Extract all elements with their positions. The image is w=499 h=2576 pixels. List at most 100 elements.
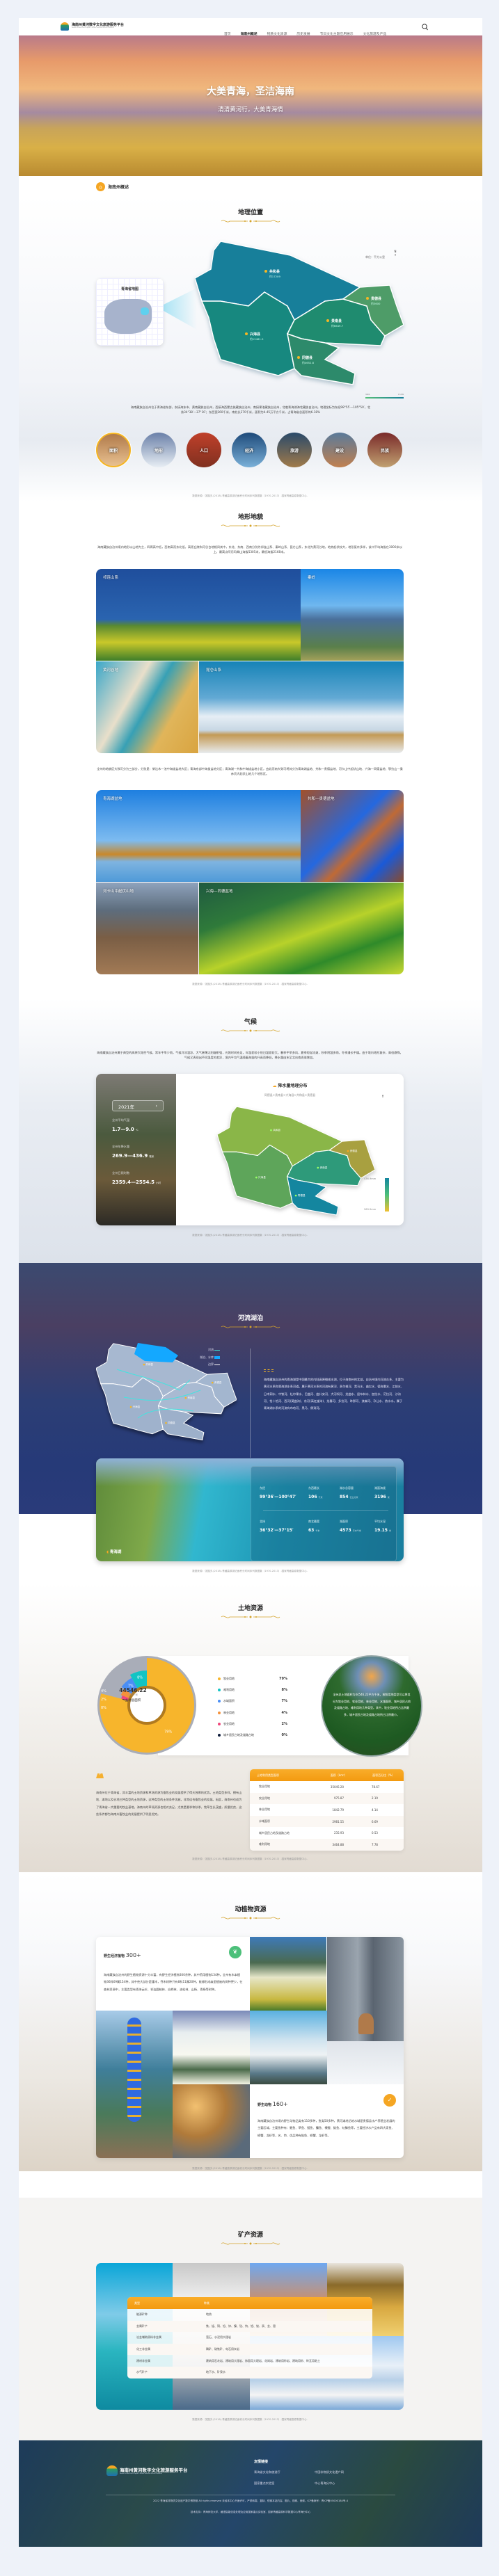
- topic-thumb[interactable]: 旅游: [277, 433, 312, 467]
- donut-label: 79%: [164, 1730, 172, 1734]
- plants-text: 海南藏族自治州的野生植物资源十分丰富，有野生经济植物300余种，其中药用植物13…: [104, 1973, 243, 1991]
- photo-sandpiper[interactable]: [173, 2084, 250, 2158]
- table-cell: 水气矿产: [136, 2370, 148, 2374]
- photo-qilian[interactable]: 祁连山系: [96, 569, 301, 661]
- photo-snow-lotus[interactable]: [173, 2011, 250, 2084]
- topic-thumb[interactable]: 建设: [322, 433, 357, 467]
- nav-festival[interactable]: 节日文化主题应用展示: [319, 33, 354, 36]
- table-row: 金属矿产 铁、锰、铜、铅、锌、镍、钴、钨、钼、铋、汞、金、银: [127, 2320, 372, 2333]
- county-label: ● 兴海县: [255, 1176, 266, 1180]
- nav-history[interactable]: 历史发展: [296, 33, 310, 36]
- photo-xinghai-tongde-basin[interactable]: 兴海—同德盆地: [199, 883, 404, 974]
- topic-thumb[interactable]: 民族: [367, 433, 402, 467]
- legend-pct: 79%: [279, 1677, 287, 1682]
- hainan-area-map: [195, 239, 404, 388]
- legend-pct: 0%: [281, 1733, 288, 1738]
- donut-slice[interactable]: [100, 1658, 194, 1753]
- stat-number: 1.7—9.0: [112, 1127, 134, 1132]
- lake-stat-label: 南北最宽: [308, 1520, 319, 1523]
- ornament-divider: [220, 218, 281, 224]
- legend-item: 水域面积 7%: [218, 1696, 287, 1707]
- county-label: ● 贵德县: [211, 1381, 222, 1385]
- photo-vicuna[interactable]: [327, 1937, 404, 2084]
- topic-thumb[interactable]: 地形: [141, 433, 176, 467]
- stat-unit: 千米: [315, 1529, 320, 1532]
- table-row: 能源矿种 地热: [127, 2309, 372, 2321]
- donut-slice[interactable]: [129, 1671, 147, 1691]
- copyright: 2022 青海省非物质文化遗产数字博物馆 All rights reserved…: [152, 2499, 348, 2502]
- topic-thumb[interactable]: 人口: [187, 433, 221, 467]
- county-name[interactable]: 共和县: [269, 270, 280, 274]
- link-ich-network[interactable]: 中国非物质文化遗产网: [315, 2470, 344, 2474]
- link-key-lab[interactable]: 国家重点实验室: [254, 2481, 275, 2485]
- nav-tourism[interactable]: 文化旅游及产品: [363, 33, 387, 36]
- photo-gonghe-guide-basin[interactable]: 共和—贵德盆地: [301, 790, 404, 882]
- legend-dot: [218, 1689, 221, 1692]
- photo-yellow-river-valley[interactable]: 黄河谷地: [96, 661, 198, 753]
- nav-home[interactable]: 首页: [224, 33, 231, 36]
- photo-kunlun[interactable]: 昆仑山系: [199, 661, 404, 753]
- county-area: 约3600: [371, 302, 381, 305]
- land-icon: [96, 1773, 104, 1778]
- qinghai-lake-shape: [134, 1343, 178, 1362]
- search-icon[interactable]: [422, 24, 428, 31]
- topic-thumb[interactable]: 面积: [96, 433, 131, 467]
- nav-overview[interactable]: 海南州概述: [240, 33, 258, 36]
- county-area: 约4652.8: [302, 361, 315, 364]
- table-row: 林业用地 1842.79 4.14: [250, 1804, 404, 1816]
- year-selector[interactable]: 2021年 ›: [112, 1100, 164, 1111]
- stat-unit: 千米: [318, 1496, 323, 1499]
- vertical-divider: [250, 1349, 251, 1458]
- geo-title: 地理位置: [237, 209, 263, 216]
- climate-stat-value: 1.7—9.0 ℃: [112, 1127, 138, 1132]
- link-qinghai-branch[interactable]: 中心青海分中心: [315, 2481, 335, 2485]
- table-cell: 975.87: [334, 1796, 344, 1801]
- th-kind: 种类: [197, 2297, 372, 2309]
- photo-blue-flower[interactable]: [96, 2011, 173, 2158]
- county-name[interactable]: 贵德县: [371, 297, 382, 301]
- plant-icon: ❦: [229, 1946, 241, 1958]
- legend-dot: [218, 1677, 221, 1681]
- table-cell: 7.78: [372, 1842, 378, 1846]
- stat-number: 63: [308, 1528, 315, 1533]
- photo-label: 兴海—同德盆地: [206, 889, 233, 894]
- legend-item: 林业用地 4%: [218, 1707, 287, 1718]
- table-cell: 水域面积: [259, 1819, 270, 1824]
- table-cell: 地下水、矿泉水: [206, 2370, 225, 2374]
- rainfall-map: [217, 1104, 375, 1218]
- logo-icon[interactable]: [61, 22, 69, 31]
- land-paragraph: 海南州位于青海省，其丰富的土地资源和草场资源为畜牧业的发展提供了得天独厚的优势。…: [96, 1791, 242, 1816]
- data-source: 数据来源：张国庆.(2018).青藏高原湖泊面积长时间序列数据集（1970-20…: [192, 2418, 308, 2421]
- photo-edelweiss[interactable]: [250, 1937, 326, 2011]
- lake-stat-label: 北纬: [260, 1520, 265, 1523]
- nav-material-culture[interactable]: 物质文化资源: [267, 33, 287, 36]
- photo-qinghai-lake-basin[interactable]: 青海湖盆地: [96, 790, 301, 882]
- photo-label: 黄河谷地: [103, 668, 119, 673]
- county-name[interactable]: 同德县: [302, 356, 313, 360]
- ornament-divider: [220, 1028, 281, 1033]
- inset-title: 青海省地图: [120, 287, 138, 291]
- footer-title: 海南州黄河数字文化旅游服务平台: [120, 2468, 188, 2473]
- county-name[interactable]: 兴海县: [250, 332, 261, 337]
- table-cell: 4.14: [372, 1808, 378, 1812]
- photo-qinling[interactable]: 秦岭: [301, 569, 404, 661]
- logo-title[interactable]: 海南州黄河数字文化旅游服务平台: [72, 23, 125, 27]
- unit-label: 单位：平方公里: [365, 255, 385, 259]
- table-cell: 235.93: [334, 1831, 344, 1835]
- stats-divider: [263, 1510, 388, 1511]
- link-culture-dept[interactable]: 青海省文化和旅游厅: [254, 2470, 280, 2474]
- legend-name: 农业用地: [223, 1721, 235, 1725]
- legend-name: 林业用地: [223, 1710, 235, 1714]
- topic-thumb[interactable]: 经济: [232, 433, 267, 467]
- climate-paragraph: 海南藏族自治州属于典型的高原大陆性气候，常年干旱少雨，气候冷凉温凉，大气稀薄太阳…: [97, 1051, 403, 1059]
- county-name[interactable]: 贵南县: [331, 319, 342, 323]
- climate-stat-value: 269.9—436.9 毫米: [112, 1153, 154, 1159]
- legend-lake: 湖泊、水库: [200, 1355, 214, 1359]
- photo-white-yak[interactable]: [250, 2011, 327, 2084]
- table-row: 水域面积 2981.55 6.69: [250, 1815, 404, 1828]
- photo-heka-mountain[interactable]: 河卡山中起伏山地: [96, 883, 198, 974]
- th-area: 面积（km²）: [314, 1769, 356, 1781]
- rain-legend-max: 436.9mm: [364, 1177, 377, 1180]
- total-area: 44546.22: [119, 1687, 147, 1693]
- donut-label: 2%: [101, 1698, 106, 1702]
